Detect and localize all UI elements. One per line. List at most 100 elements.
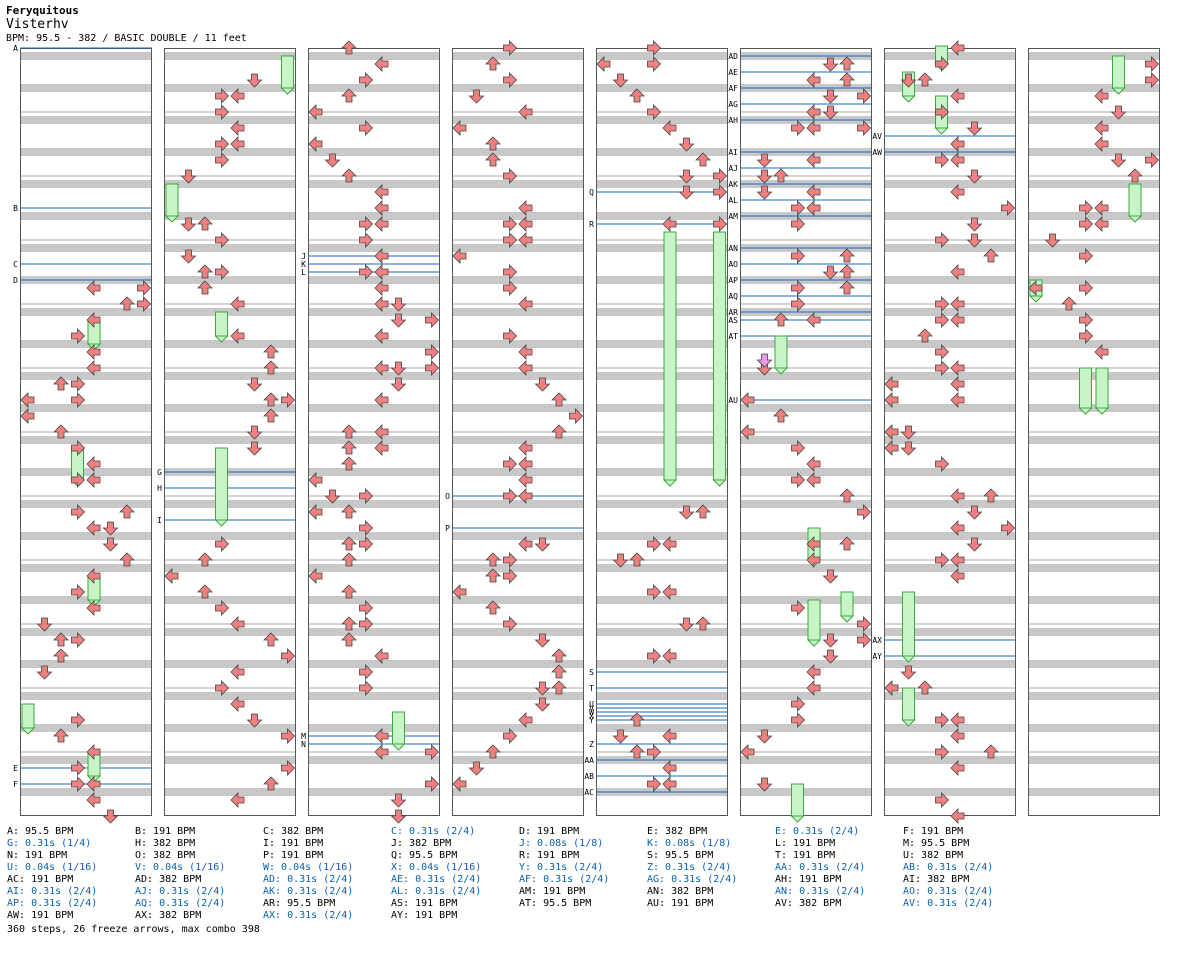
- left-arrow-icon: [884, 376, 899, 392]
- bpm-entry: AW: 191 BPM: [7, 910, 74, 921]
- chart-column: [308, 48, 440, 816]
- left-arrow-icon: [950, 808, 965, 824]
- freeze-arrow-tail: [20, 727, 36, 735]
- bpm-entry: F: 191 BPM: [903, 826, 964, 837]
- mine-arrow-icon: [756, 353, 773, 368]
- right-arrow-icon: [791, 120, 806, 136]
- right-arrow-icon: [503, 728, 518, 744]
- left-arrow-icon: [230, 616, 245, 632]
- right-arrow-icon: [503, 216, 518, 232]
- left-arrow-icon: [518, 536, 533, 552]
- beat-stripe: [596, 596, 728, 604]
- up-arrow-icon: [695, 152, 711, 167]
- down-arrow-icon: [822, 105, 839, 120]
- left-arrow-icon: [518, 472, 533, 488]
- beat-stripe: [452, 180, 584, 188]
- right-arrow-icon: [791, 280, 806, 296]
- beat-stripe: [740, 564, 872, 572]
- beat-stripe: [20, 52, 152, 60]
- right-arrow-icon: [425, 744, 440, 760]
- stop-entry: AK: 0.31s (2/4): [263, 886, 354, 897]
- left-arrow-icon: [1028, 280, 1043, 296]
- up-arrow-icon: [917, 72, 933, 87]
- right-arrow-icon: [647, 776, 662, 792]
- up-arrow-icon: [53, 632, 69, 647]
- beat-stripe: [20, 372, 152, 380]
- left-arrow-icon: [950, 296, 965, 312]
- left-arrow-icon: [884, 440, 899, 456]
- beat-stripe: [596, 564, 728, 572]
- right-arrow-icon: [713, 184, 728, 200]
- beat-stripe: [596, 628, 728, 636]
- up-arrow-icon: [197, 584, 213, 599]
- left-arrow-icon: [86, 344, 101, 360]
- left-arrow-icon: [230, 120, 245, 136]
- bpm-marker-label: AG: [728, 100, 738, 109]
- bpm-marker-label: A: [13, 44, 18, 53]
- left-arrow-icon: [86, 520, 101, 536]
- up-arrow-icon: [341, 552, 357, 567]
- up-arrow-icon: [485, 744, 501, 759]
- bpm-marker-label: AI: [728, 148, 738, 157]
- beat-stripe: [884, 308, 1016, 316]
- column-border: [596, 48, 728, 816]
- down-arrow-icon: [900, 425, 917, 440]
- left-arrow-icon: [452, 248, 467, 264]
- right-arrow-icon: [857, 504, 872, 520]
- down-arrow-icon: [324, 489, 341, 504]
- up-arrow-icon: [983, 248, 999, 263]
- beat-stripe: [1028, 372, 1160, 380]
- bpm-marker-label: AC: [584, 788, 594, 797]
- beat-stripe: [1028, 788, 1160, 796]
- right-arrow-icon: [503, 40, 518, 56]
- up-arrow-icon: [53, 424, 69, 439]
- up-arrow-icon: [197, 280, 213, 295]
- up-arrow-icon: [839, 280, 855, 295]
- right-arrow-icon: [425, 312, 440, 328]
- bpm-entry: L: 191 BPM: [775, 838, 836, 849]
- beat-stripe: [308, 52, 440, 60]
- stop-entry: C: 0.31s (2/4): [391, 826, 476, 837]
- up-arrow-icon: [341, 616, 357, 631]
- beat-stripe: [1028, 436, 1160, 444]
- right-arrow-icon: [215, 600, 230, 616]
- right-arrow-icon: [359, 216, 374, 232]
- beat-stripe: [884, 404, 1016, 412]
- beat-stripe: [20, 244, 152, 252]
- left-arrow-icon: [86, 776, 101, 792]
- bpm-entry: AY: 191 BPM: [391, 910, 458, 921]
- beat-stripe: [164, 660, 296, 668]
- beat-stripe: [164, 340, 296, 348]
- beat-stripe: [452, 84, 584, 92]
- right-arrow-icon: [71, 392, 86, 408]
- beat-stripe: [20, 212, 152, 220]
- beat-stripe: [884, 756, 1016, 764]
- song-artist: Visterhv: [6, 17, 69, 32]
- right-arrow-icon: [503, 568, 518, 584]
- right-arrow-icon: [215, 104, 230, 120]
- beat-stripe: [20, 724, 152, 732]
- right-arrow-icon: [647, 40, 662, 56]
- left-arrow-icon: [950, 360, 965, 376]
- beat-stripe: [1028, 84, 1160, 92]
- bpm-marker-label: AW: [872, 148, 882, 157]
- beat-stripe: [740, 660, 872, 668]
- right-arrow-icon: [1079, 328, 1094, 344]
- beat-stripe: [20, 468, 152, 476]
- left-arrow-icon: [374, 328, 389, 344]
- left-arrow-icon: [950, 152, 965, 168]
- beat-stripe: [740, 596, 872, 604]
- freeze-arrow-hold: [713, 231, 726, 481]
- right-arrow-icon: [857, 632, 872, 648]
- down-arrow-icon: [822, 649, 839, 664]
- freeze-arrow-hold: [663, 231, 677, 481]
- beat-stripe: [1028, 756, 1160, 764]
- left-arrow-icon: [950, 376, 965, 392]
- down-arrow-icon: [678, 617, 695, 632]
- up-arrow-icon: [53, 728, 69, 743]
- right-arrow-icon: [281, 392, 296, 408]
- right-arrow-icon: [425, 360, 440, 376]
- stop-entry: V: 0.04s (1/16): [135, 862, 226, 873]
- left-arrow-icon: [308, 136, 323, 152]
- right-arrow-icon: [503, 168, 518, 184]
